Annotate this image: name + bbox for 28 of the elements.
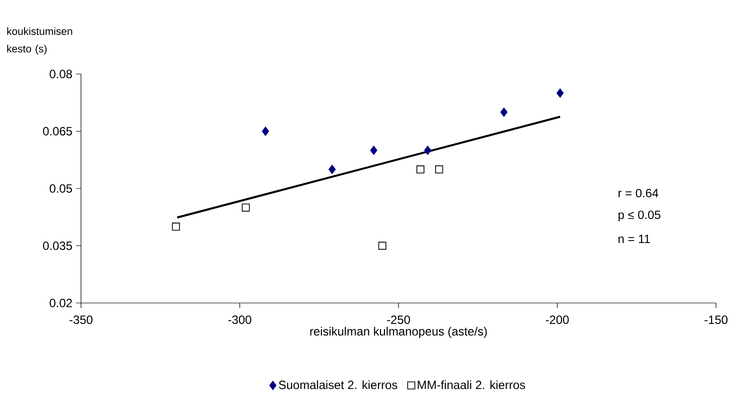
annotation: r = 0.64 [618,188,658,198]
x-tick-label: -300 [228,315,252,324]
y-tick-label: 0.02 [50,298,72,308]
y-axis-title: koukistumisen kesto (s) [7,27,72,54]
y-tick-label: 0.065 [43,127,72,136]
point [378,242,386,250]
point [500,107,508,117]
x-tick-label: -200 [546,315,569,324]
point [262,126,270,136]
legend-label: Suomalaiset 2. kierros [278,380,398,390]
point [172,222,180,231]
y-tick-label: 0.035 [43,242,72,250]
point [556,88,564,98]
y-tick-label: 0.08 [50,70,72,78]
x-tick-label: -250 [387,315,410,324]
x-tick-label: -350 [70,315,92,324]
point [242,204,250,212]
annotation: p ≤ 0.05 [618,210,660,222]
x-axis-title: reisikulman kulmanopeus (aste/s) [310,326,487,338]
x-tick-label: -150 [704,315,728,324]
point [416,165,424,174]
point [424,146,432,156]
point [435,165,444,174]
point [370,146,378,156]
annotation: n = 11 [618,234,650,243]
point [328,164,336,174]
y-tick-label: 0.05 [50,184,72,193]
legend-label: MM-finaali 2. kierros [418,380,526,390]
